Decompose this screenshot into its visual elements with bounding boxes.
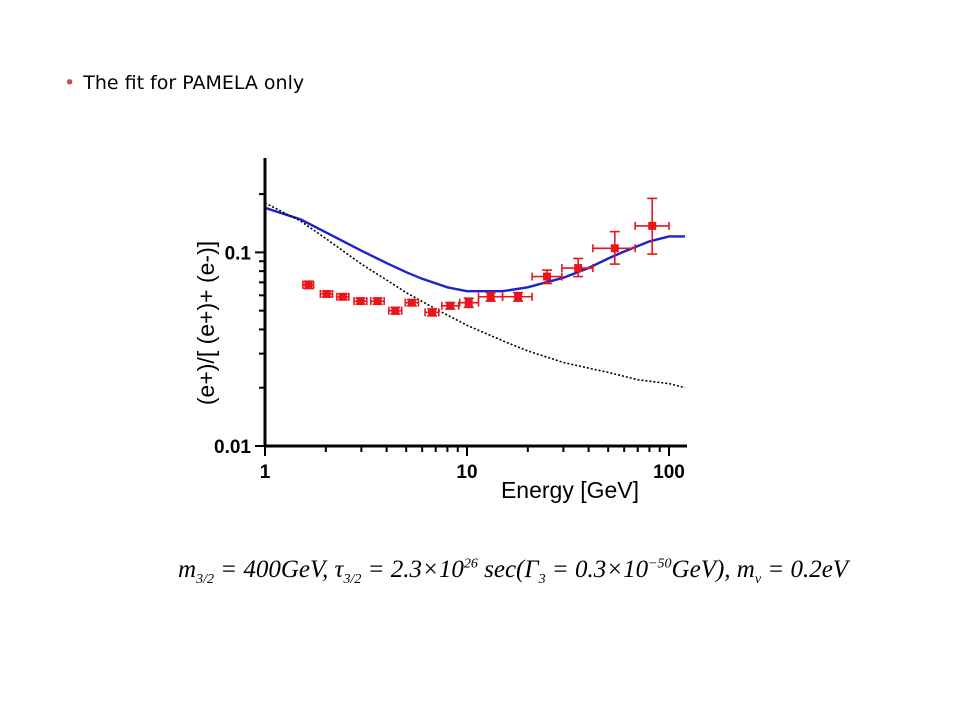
data-marker: [322, 289, 331, 298]
formula-exp2: −50: [648, 556, 672, 572]
axis-labels: Energy [GeV] (e+)/[ (e+)+ (e-)]: [193, 241, 639, 503]
formula-exp1: 26: [463, 556, 478, 572]
data-point: [353, 297, 368, 306]
bullet-item: • The fit for PAMELA only: [64, 72, 304, 94]
data-marker: [486, 292, 495, 301]
y-tick-label: 0.01: [214, 437, 251, 458]
formula-eq2: = 2.3×10: [361, 556, 464, 583]
fit-curve: [264, 206, 685, 293]
data-point: [319, 289, 334, 298]
data-marker: [304, 280, 313, 289]
data-marker: [610, 244, 619, 253]
data-marker: [514, 292, 523, 301]
background-curve: [264, 202, 686, 389]
data-point: [592, 230, 636, 265]
data-point: [336, 292, 350, 301]
bullet-text: The fit for PAMELA only: [83, 72, 305, 94]
formula-tau: τ: [334, 556, 344, 583]
formula-eq3: = 0.3×10: [545, 556, 649, 583]
data-point: [369, 297, 385, 306]
data-point: [477, 291, 504, 302]
data-point: [531, 269, 563, 285]
data-marker: [407, 298, 416, 307]
data-marker: [428, 308, 437, 317]
bullet-marker: •: [64, 72, 76, 94]
x-tick-label: 100: [653, 462, 685, 483]
data-marker: [446, 301, 455, 310]
data-point: [501, 291, 533, 302]
formula-eq1: = 400GeV,: [213, 556, 335, 583]
data-point: [561, 257, 594, 278]
formula-sec: sec(Γ: [477, 556, 539, 583]
formula-eq4: = 0.2eV: [761, 556, 849, 583]
formula-tail: GeV), m: [671, 556, 755, 583]
data-marker: [356, 297, 365, 306]
data-point: [634, 197, 670, 255]
data-point: [424, 308, 440, 317]
formula-gamma-sub: 3: [538, 572, 546, 587]
data-marker: [543, 272, 552, 281]
data-marker: [391, 306, 400, 315]
y-tick-label: 0.1: [225, 243, 252, 264]
data-marker: [574, 264, 583, 273]
formula-nu-sub: ν: [754, 572, 762, 587]
positron-fraction-chart: 1 10 100 0.01 0.1 Energy [GeV] (e+)/[ (e+)+ …: [193, 158, 687, 503]
data-point: [404, 298, 420, 307]
formula-m-sub: 3/2: [196, 572, 214, 587]
plot-area: [264, 197, 686, 389]
data-marker: [648, 221, 657, 230]
x-tick-label: 10: [456, 462, 477, 483]
x-tick-label: 1: [260, 462, 271, 483]
data-marker: [464, 298, 473, 307]
data-point: [387, 306, 403, 315]
formula-tau-sub: 3/2: [343, 572, 362, 587]
data-marker: [338, 292, 347, 301]
data-point: [440, 301, 460, 310]
data-point: [458, 297, 480, 309]
parameter-formula: m3/2 = 400GeV, τ3/2 = 2.3×1026 sec(Γ3 = …: [178, 556, 848, 588]
formula-m: m: [178, 556, 197, 583]
y-axis-title: (e+)/[ (e+)+ (e-)]: [193, 241, 219, 405]
axes: 1 10 100 0.01 0.1: [214, 158, 687, 483]
x-axis-title: Energy [GeV]: [501, 477, 639, 503]
data-point: [302, 280, 315, 290]
data-marker: [373, 297, 382, 306]
